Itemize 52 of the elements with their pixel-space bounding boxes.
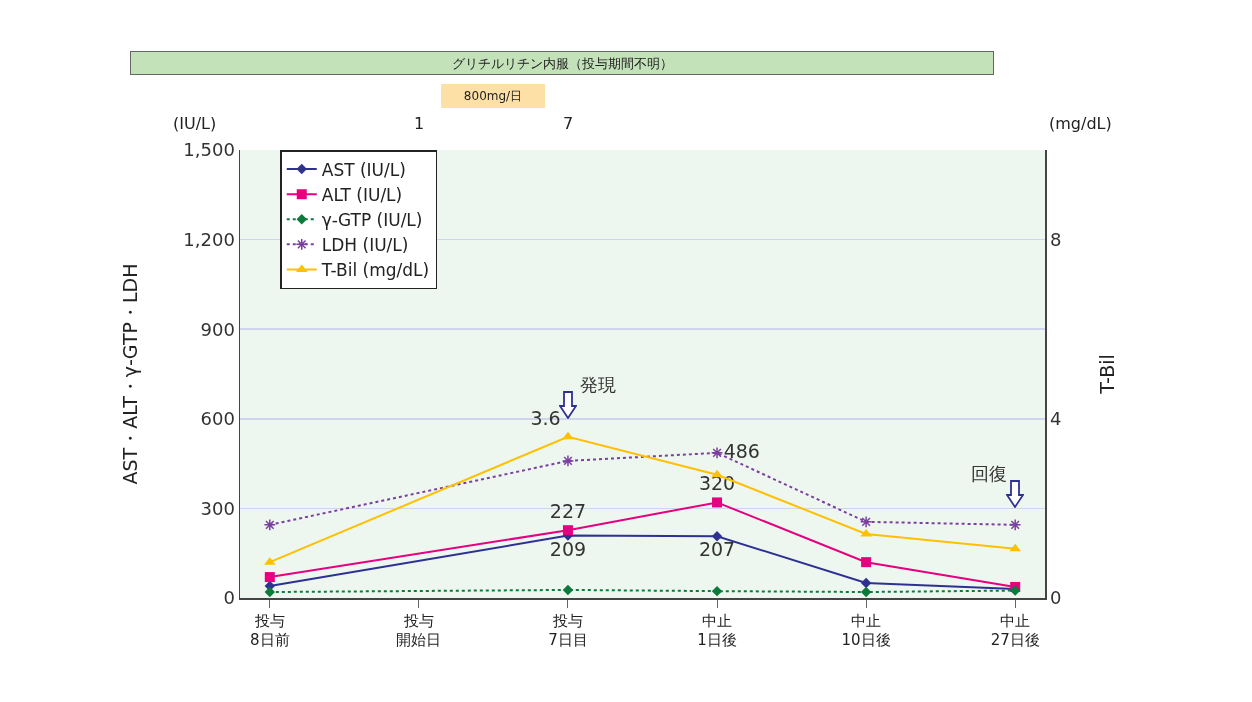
legend-label: AST (IU/L): [321, 159, 406, 180]
text: 1: [414, 114, 425, 133]
y2-tick-label: 0: [1050, 587, 1062, 609]
text: (mg/dL): [1049, 114, 1112, 133]
y-tick-label: 0: [223, 587, 235, 609]
y2-tick-label: 4: [1050, 408, 1062, 430]
point: [561, 454, 575, 468]
point: [562, 525, 573, 536]
annotation: 発現: [580, 374, 616, 395]
point: [860, 586, 872, 598]
point: [1009, 518, 1022, 531]
point: [861, 557, 872, 568]
point: [264, 572, 275, 583]
legend-label: ALT (IU/L): [321, 184, 403, 205]
y-tick-label: 1,500: [183, 139, 235, 161]
point: [710, 446, 724, 459]
text: (IU/L): [173, 114, 217, 133]
x-tick-label: 中止27日後: [990, 611, 1040, 649]
point: [711, 585, 723, 597]
x-tick-label: 投与開始日: [396, 611, 442, 649]
text: 7: [563, 114, 574, 133]
text: グリチルリチン内服（投与期間不明）: [451, 55, 673, 71]
y2-tick-label: 8: [1050, 228, 1062, 250]
point: [263, 518, 276, 531]
y-tick-label: 1,200: [183, 228, 235, 250]
y-tick-label: 300: [200, 497, 235, 519]
point: [860, 577, 872, 589]
legend-label: T-Bil (mg/dL): [320, 260, 430, 281]
text: 800mg/日: [463, 89, 523, 103]
point: [712, 497, 723, 508]
point: [1009, 543, 1021, 552]
x-tick-label: 中止1日後: [697, 611, 737, 649]
data-label: 209: [549, 537, 587, 560]
y2-axis-title: T-Bil: [1096, 354, 1119, 395]
point: [562, 431, 574, 440]
point: [859, 515, 873, 528]
annotation: 回復: [971, 463, 1007, 484]
data-label: 486: [723, 439, 760, 462]
point: [562, 584, 574, 596]
legend-label: LDH (IU/L): [321, 234, 409, 255]
x-tick-label: 投与7日目: [548, 611, 588, 649]
x-tick-label: 中止10日後: [841, 611, 891, 649]
data-label: 227: [549, 500, 587, 523]
data-label: 3.6: [530, 406, 561, 429]
y-tick-label: 900: [200, 318, 235, 340]
legend-label: γ-GTP (IU/L): [321, 209, 423, 230]
data-label: 207: [698, 538, 736, 561]
point: [264, 586, 276, 598]
y-axis-title: AST・ALT・γ-GTP・LDH: [119, 263, 142, 485]
x-tick-label: 投与8日前: [250, 611, 290, 649]
point: [711, 530, 723, 542]
y-tick-label: 600: [200, 408, 235, 430]
